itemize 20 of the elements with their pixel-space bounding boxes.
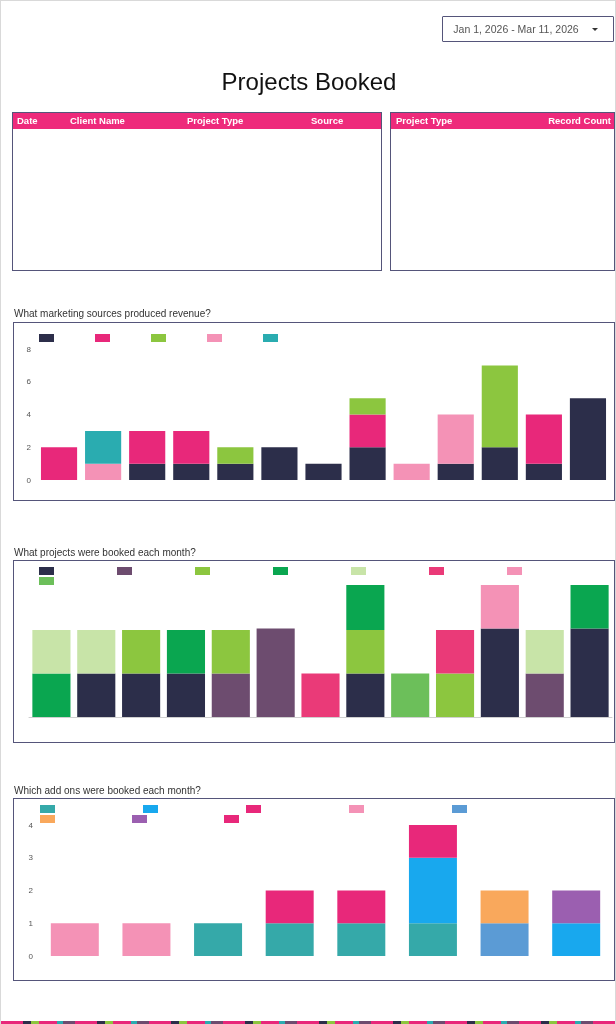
- text: Source: [311, 114, 344, 128]
- text: Projects Booked: [220, 67, 398, 97]
- chart-title: What marketing sources produced revenue?: [14, 307, 211, 321]
- y-tick-label: 4: [26, 410, 32, 419]
- y-tick-label: 0: [28, 951, 34, 961]
- y-tick-label: 8: [26, 344, 32, 354]
- text: Date: [17, 114, 38, 128]
- y-tick-label: 0: [26, 475, 32, 485]
- y-tick-label: 2: [26, 442, 32, 452]
- text: Client Name: [70, 114, 125, 128]
- y-tick-label: 4: [28, 820, 34, 830]
- chart-title: Which add ons were booked each month?: [14, 784, 201, 798]
- text: Project Type: [187, 114, 244, 128]
- chart-title: What projects were booked each month?: [14, 546, 196, 560]
- y-tick-label: 3: [28, 853, 34, 863]
- text: Record Count: [548, 114, 611, 128]
- y-tick-label: 2: [28, 886, 34, 895]
- y-tick-label: 1: [28, 918, 34, 928]
- text: Project Type: [396, 114, 453, 128]
- y-tick-label: 6: [26, 377, 32, 387]
